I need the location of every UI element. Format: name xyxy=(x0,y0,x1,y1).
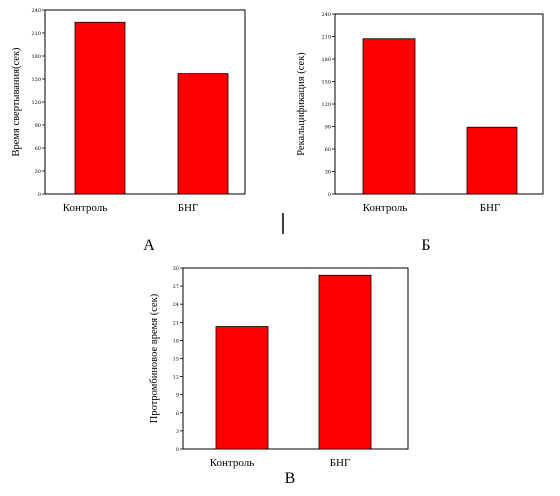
y-tick-label: 60 xyxy=(35,146,41,152)
y-tick-label: 120 xyxy=(31,100,41,106)
y-axis-label: Рекальцификация (сек) xyxy=(296,52,307,156)
category-label: БНГ xyxy=(480,202,501,214)
y-tick-label: 30 xyxy=(173,266,179,272)
bar-control xyxy=(74,21,126,195)
y-tick-label: 180 xyxy=(31,54,41,60)
panel-label: В xyxy=(285,470,296,487)
y-tick-label: 180 xyxy=(321,57,331,63)
y-tick-label: 21 xyxy=(173,320,179,326)
panel-label: А xyxy=(143,237,155,254)
y-tick-label: 240 xyxy=(31,8,41,14)
y-tick-label: 30 xyxy=(325,170,331,176)
bar-control xyxy=(215,326,269,450)
y-tick-label: 90 xyxy=(35,123,41,129)
bar-bng xyxy=(318,274,372,450)
category-label: Контроль xyxy=(363,202,407,214)
y-tick-label: 150 xyxy=(321,80,331,86)
chart-panel-2: 0 30 60 90 120 150 180 210 240 Контроль БНГ Рекальц… xyxy=(296,12,544,254)
panel-label: Б xyxy=(421,237,430,254)
y-tick-label: 9 xyxy=(176,393,179,399)
y-tick-label: 210 xyxy=(31,31,41,37)
y-tick-label: 24 xyxy=(173,302,179,308)
y-tick-label: 12 xyxy=(173,375,179,381)
chart-panel-3: 0 3 6 9 12 15 18 21 24 27 30 Контроль БНГ Протромбино… xyxy=(149,266,409,487)
y-axis-label: Протромбиновое время (сек) xyxy=(149,293,160,423)
category-label: Контроль xyxy=(210,457,254,469)
y-tick-label: 15 xyxy=(173,357,179,363)
y-tick-label: 6 xyxy=(176,411,179,417)
category-label: Контроль xyxy=(63,202,107,214)
bar-bng xyxy=(177,73,229,195)
bar-control xyxy=(362,38,416,195)
y-tick-label: 30 xyxy=(35,169,41,175)
y-axis-label: Время свертывания(сек) xyxy=(11,47,22,157)
y-tick-label: 240 xyxy=(321,12,331,18)
category-label: БНГ xyxy=(178,202,199,214)
category-label: БНГ xyxy=(330,457,351,469)
y-tick-label: 18 xyxy=(173,338,179,344)
y-tick-label: 210 xyxy=(321,35,331,41)
y-tick-label: 0 xyxy=(176,447,179,453)
y-tick-label: 0 xyxy=(38,192,41,198)
y-tick-label: 150 xyxy=(31,77,41,83)
y-tick-label: 120 xyxy=(321,102,331,108)
y-tick-label: 27 xyxy=(173,284,179,290)
bar-bng xyxy=(466,126,518,195)
chart-panel-1: 0 30 60 90 120 150 180 210 240 Контроль БНГ Время с… xyxy=(11,8,246,254)
y-tick-label: 0 xyxy=(328,192,331,198)
y-tick-label: 60 xyxy=(325,147,331,153)
y-tick-label: 90 xyxy=(325,125,331,131)
y-tick-label: 3 xyxy=(176,429,179,435)
